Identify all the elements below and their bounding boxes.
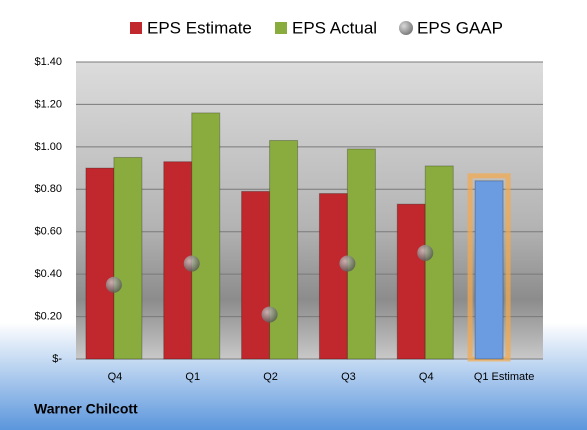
x-tick-label: Q1 Estimate xyxy=(474,371,535,383)
gaap-marker xyxy=(339,255,356,272)
y-tick-label: $0.80 xyxy=(34,183,62,195)
bar xyxy=(474,180,504,360)
bar xyxy=(424,165,454,360)
gaap-marker xyxy=(261,306,278,323)
y-tick-label: $- xyxy=(52,353,62,365)
y-tick-label: $0.20 xyxy=(34,310,62,322)
x-tick-label: Q4 xyxy=(419,371,434,383)
bar xyxy=(269,139,299,360)
footer: Warner Chilcott xyxy=(34,401,138,417)
x-tick-label: Q1 xyxy=(185,371,200,383)
gaap-marker xyxy=(105,276,122,293)
gaap-marker xyxy=(183,255,200,272)
bar xyxy=(191,112,221,360)
legend-marker xyxy=(130,22,142,34)
bar xyxy=(396,203,426,360)
legend-text: EPS GAAP xyxy=(417,18,503,37)
bar xyxy=(318,193,348,360)
legend-text: EPS Actual xyxy=(292,18,377,37)
legend-marker xyxy=(275,22,287,34)
y-tick-label: $1.20 xyxy=(34,98,62,110)
y-tick-label: $1.40 xyxy=(34,56,62,68)
legend-marker xyxy=(399,21,413,35)
y-tick-label: $0.60 xyxy=(34,226,62,238)
bar xyxy=(241,190,271,360)
y-tick-label: $1.00 xyxy=(34,141,62,153)
y-tick-label: $0.40 xyxy=(34,268,62,280)
gaap-marker xyxy=(417,244,434,261)
bar xyxy=(346,148,376,360)
x-tick-label: Q4 xyxy=(108,371,123,383)
x-tick-label: Q2 xyxy=(263,371,278,383)
legend-text: EPS Estimate xyxy=(147,18,252,37)
bar xyxy=(113,156,143,360)
x-tick-label: Q3 xyxy=(341,371,356,383)
plot-area xyxy=(76,62,543,359)
bar xyxy=(85,167,115,360)
